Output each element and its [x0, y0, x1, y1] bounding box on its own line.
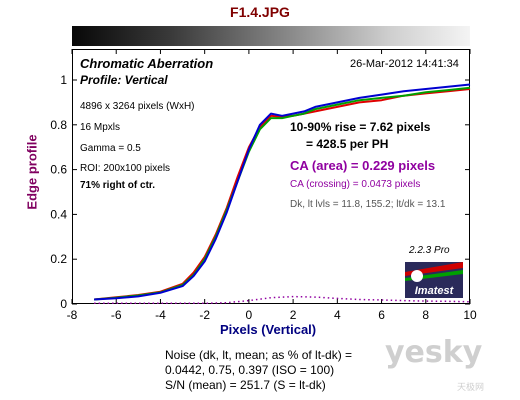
- y-tick-label: 0.2: [50, 252, 67, 266]
- dk-lt-levels: Dk, lt lvls = 11.8, 155.2; lt/dk = 13.1: [290, 199, 446, 210]
- x-tick-label: -4: [155, 308, 166, 322]
- noise-readout: Noise (dk, lt, mean; as % of lt-dk) = 0.…: [165, 348, 352, 393]
- y-tick-label: 0.4: [50, 207, 67, 221]
- x-tick-label: 10: [463, 308, 477, 322]
- x-tick-label: -6: [111, 308, 122, 322]
- logo-text: Imatest: [414, 285, 454, 297]
- x-tick-label: 8: [422, 308, 429, 322]
- timestamp: 26-Mar-2012 14:41:34: [350, 58, 459, 70]
- x-tick-label: -8: [67, 308, 78, 322]
- imatest-logo-graphic: [405, 262, 463, 298]
- y-tick-label: 1: [60, 73, 67, 87]
- rise-line-2: = 428.5 per PH: [306, 137, 389, 151]
- panel-subtitle: Profile: Vertical: [80, 73, 168, 87]
- noise-line-2: 0.0442, 0.75, 0.397 (ISO = 100): [165, 363, 335, 377]
- info-line: 71% right of ctr.: [80, 180, 156, 191]
- version-label: 2.2.3 Pro: [409, 245, 450, 256]
- x-tick-label: 0: [246, 308, 253, 322]
- noise-line-1: Noise (dk, lt, mean; as % of lt-dk) =: [165, 348, 353, 362]
- x-tick-label: 4: [334, 308, 341, 322]
- series-line-red: [94, 88, 471, 301]
- file-title: F1.4.JPG: [230, 4, 290, 20]
- info-line: Gamma = 0.5: [80, 143, 141, 154]
- x-tick-label: 6: [378, 308, 385, 322]
- watermark-subtext: 天极网: [457, 382, 485, 392]
- info-line: 4896 x 3264 pixels (WxH): [80, 101, 195, 112]
- x-tick-label: 2: [290, 308, 297, 322]
- imatest-logo: Imatest: [405, 262, 463, 298]
- info-line: ROI: 200x100 pixels: [80, 163, 171, 174]
- y-tick-label: 0.6: [50, 163, 67, 177]
- ca-area: CA (area) = 0.229 pixels: [290, 158, 436, 173]
- rise-line-1: 10-90% rise = 7.62 pixels: [290, 120, 431, 134]
- x-axis-label: Pixels (Vertical): [220, 322, 317, 337]
- noise-line-3: S/N (mean) = 251.7 (S = lt-dk): [165, 378, 326, 392]
- y-axis-label: Edge profile: [24, 134, 40, 210]
- x-tick-label: -2: [199, 308, 210, 322]
- series-line-blue: [94, 83, 471, 301]
- panel-title: Chromatic Aberration: [80, 56, 214, 71]
- watermark: yesky: [385, 335, 483, 370]
- info-line: 16 Mpxls: [80, 122, 121, 133]
- gradient-strip: [72, 26, 470, 46]
- y-tick-label: 0.8: [50, 118, 67, 132]
- ca-crossing: CA (crossing) = 0.0473 pixels: [290, 179, 421, 190]
- y-tick-label: 0: [60, 297, 67, 311]
